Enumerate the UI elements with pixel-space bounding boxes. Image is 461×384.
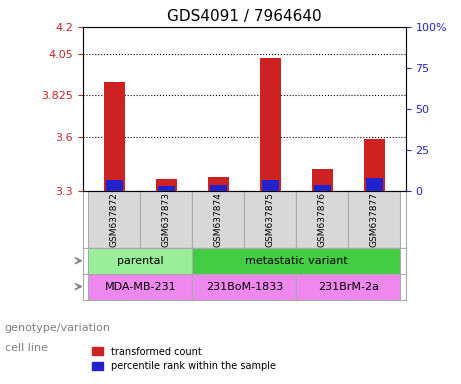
FancyBboxPatch shape <box>244 191 296 248</box>
FancyBboxPatch shape <box>349 191 401 248</box>
Bar <box>312 169 333 191</box>
Legend: transformed count, percentile rank within the sample: transformed count, percentile rank withi… <box>88 343 280 375</box>
FancyBboxPatch shape <box>140 191 192 248</box>
Bar <box>156 179 177 191</box>
Text: GSM637872: GSM637872 <box>110 192 119 247</box>
Text: cell line: cell line <box>5 343 47 353</box>
Bar <box>208 177 229 191</box>
Bar <box>158 187 175 191</box>
Text: GSM637876: GSM637876 <box>318 192 327 247</box>
Text: GSM637875: GSM637875 <box>266 192 275 247</box>
Bar <box>260 58 281 191</box>
Text: GSM637874: GSM637874 <box>214 192 223 247</box>
Bar <box>364 139 385 191</box>
Bar <box>262 180 279 191</box>
Text: 231BrM-2a: 231BrM-2a <box>318 281 379 291</box>
FancyBboxPatch shape <box>88 274 192 300</box>
Text: MDA-MB-231: MDA-MB-231 <box>105 281 176 291</box>
Bar <box>210 185 227 191</box>
FancyBboxPatch shape <box>192 248 401 274</box>
Bar <box>104 82 124 191</box>
FancyBboxPatch shape <box>88 248 192 274</box>
Text: GSM637873: GSM637873 <box>162 192 171 247</box>
FancyBboxPatch shape <box>192 274 296 300</box>
Text: metastatic variant: metastatic variant <box>245 256 348 266</box>
Bar <box>314 185 331 191</box>
Text: GSM637877: GSM637877 <box>370 192 379 247</box>
Title: GDS4091 / 7964640: GDS4091 / 7964640 <box>167 9 322 24</box>
Bar <box>106 180 123 191</box>
Text: parental: parental <box>117 256 164 266</box>
FancyBboxPatch shape <box>296 274 401 300</box>
Bar <box>366 178 383 191</box>
FancyBboxPatch shape <box>192 191 244 248</box>
FancyBboxPatch shape <box>88 191 140 248</box>
FancyBboxPatch shape <box>296 191 349 248</box>
Text: genotype/variation: genotype/variation <box>5 323 111 333</box>
Text: 231BoM-1833: 231BoM-1833 <box>206 281 283 291</box>
